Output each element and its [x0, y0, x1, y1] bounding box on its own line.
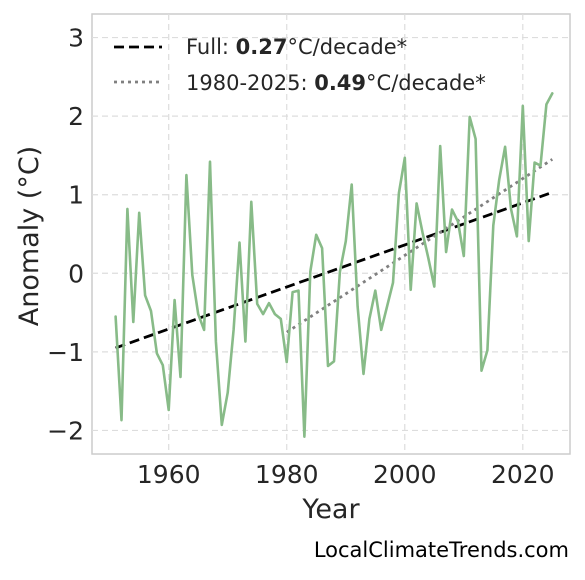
legend-entry-full: Full: 0.27°C/decade*	[186, 35, 407, 59]
x-axis-label: Year	[301, 494, 360, 525]
x-tick-label: 1980	[255, 460, 319, 489]
grid	[92, 14, 570, 454]
legend-value-full: 0.27	[236, 35, 288, 59]
anomaly-series-line	[114, 92, 554, 439]
y-tick-label: 3	[68, 24, 84, 53]
legend-prefix-full: Full:	[186, 35, 236, 59]
y-tick-label: 0	[68, 259, 84, 288]
trend-line-full	[115, 191, 553, 350]
y-tick-label: −1	[47, 338, 84, 367]
y-tick-labels: 3 2 1 0 −1 −2	[47, 24, 84, 446]
legend-suffix-full: °C/decade*	[288, 35, 408, 59]
watermark: LocalClimateTrends.com	[313, 538, 569, 562]
y-axis-label: Anomaly (°C)	[14, 146, 45, 326]
legend-prefix-recent: 1980-2025:	[186, 71, 314, 95]
y-tick-label: 2	[68, 102, 84, 131]
plot-area	[91, 13, 571, 455]
trend-lines	[115, 158, 554, 350]
x-tick-label: 1960	[137, 460, 201, 489]
x-tick-labels: 1960 1980 2000 2020	[137, 460, 555, 489]
series-lines	[114, 92, 554, 439]
legend-entry-recent: 1980-2025: 0.49°C/decade*	[186, 71, 486, 95]
legend-suffix-recent: °C/decade*	[366, 71, 486, 95]
y-tick-label: 1	[68, 181, 84, 210]
x-tick-label: 2020	[491, 460, 555, 489]
legend-value-recent: 0.49	[314, 71, 366, 95]
x-tick-label: 2000	[373, 460, 437, 489]
y-tick-label: −2	[47, 416, 84, 445]
legend: Full: 0.27°C/decade* 1980-2025: 0.49°C/d…	[114, 35, 486, 95]
